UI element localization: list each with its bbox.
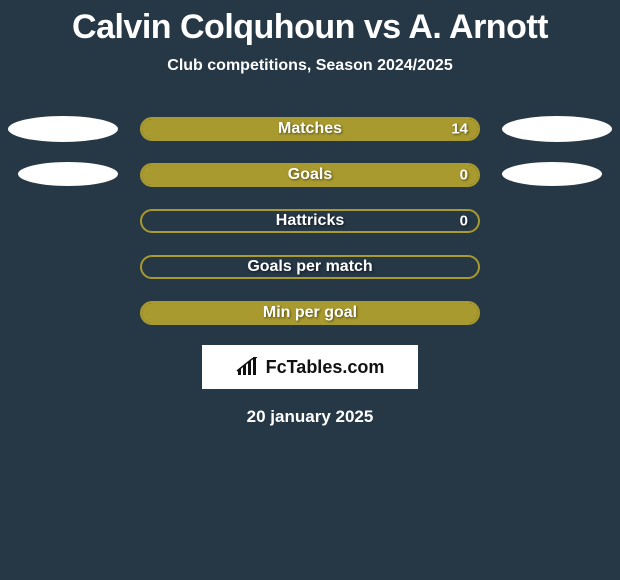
stat-row-goals-per-match: Goals per match: [0, 255, 620, 279]
stat-label: Hattricks: [276, 212, 344, 230]
stat-bar: Matches 14: [140, 117, 480, 141]
stat-label: Goals: [288, 166, 332, 184]
stat-bar: Hattricks 0: [140, 209, 480, 233]
stat-row-min-per-goal: Min per goal: [0, 301, 620, 325]
stat-label: Min per goal: [263, 304, 357, 322]
page-title: Calvin Colquhoun vs A. Arnott: [72, 8, 548, 47]
brand-label: FcTables.com: [266, 357, 385, 378]
stat-row-goals: Goals 0: [0, 163, 620, 187]
brand-chart-icon: [236, 357, 262, 377]
stats-chart: Matches 14 Goals 0 Hattricks 0 Goals per…: [0, 117, 620, 325]
stat-bar: Goals per match: [140, 255, 480, 279]
stat-value: 14: [451, 121, 468, 138]
stat-bar: Goals 0: [140, 163, 480, 187]
stat-row-hattricks: Hattricks 0: [0, 209, 620, 233]
stat-value: 0: [460, 167, 468, 184]
brand-badge[interactable]: FcTables.com: [202, 345, 418, 389]
stat-label: Goals per match: [247, 258, 372, 276]
stat-label: Matches: [278, 120, 342, 138]
stat-bar: Min per goal: [140, 301, 480, 325]
comparison-card: Calvin Colquhoun vs A. Arnott Club compe…: [0, 0, 620, 427]
subtitle: Club competitions, Season 2024/2025: [167, 57, 452, 75]
stat-row-matches: Matches 14: [0, 117, 620, 141]
generated-date: 20 january 2025: [247, 407, 374, 427]
stat-value: 0: [460, 213, 468, 230]
